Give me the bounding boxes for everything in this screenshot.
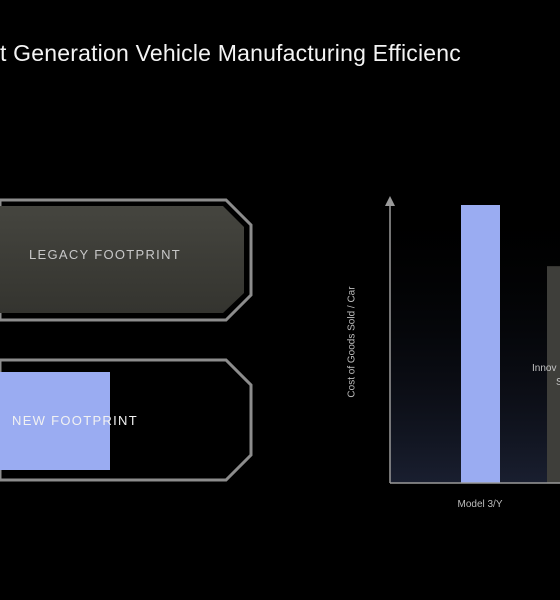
annotation-s: S xyxy=(556,377,560,388)
slide-title: t Generation Vehicle Manufacturing Effic… xyxy=(0,40,461,66)
new-footprint-label: NEW FOOTPRINT xyxy=(12,413,138,428)
x-tick-label-model-3y: Model 3/Y xyxy=(457,499,503,510)
bar-model-3y xyxy=(461,205,500,483)
bar-next-generation xyxy=(547,266,560,483)
y-axis-label-text: Cost of Goods Sold / Car xyxy=(346,286,358,398)
annotation-innov: Innov xyxy=(532,363,557,374)
y-axis-arrow xyxy=(385,196,395,206)
legacy-footprint-label: LEGACY FOOTPRINT xyxy=(28,247,182,262)
